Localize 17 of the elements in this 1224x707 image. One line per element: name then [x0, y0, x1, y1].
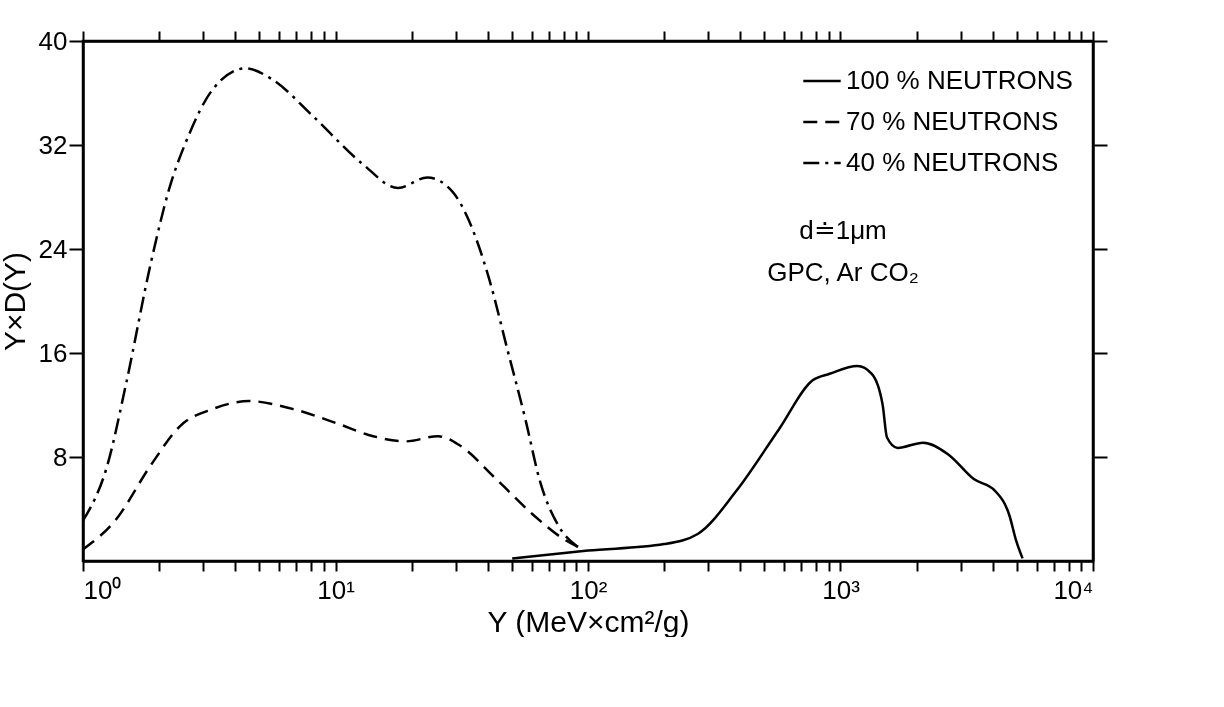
y-tick-label: 24 [38, 233, 68, 264]
y-tick-label: 16 [38, 337, 68, 368]
y-tick-label: 40 [38, 25, 68, 56]
annotation: d≐1μm [799, 215, 887, 245]
x-tick-label: 10² [569, 574, 608, 605]
annotation: GPC, Ar CO₂ [767, 257, 919, 287]
x-tick-label: 10⁴ [1053, 574, 1094, 605]
legend-label: 100 % NEUTRONS [846, 65, 1073, 95]
x-tick-label: 10⁰ [83, 574, 122, 605]
legend-label: 70 % NEUTRONS [846, 106, 1059, 136]
x-tick-label: 10¹ [317, 574, 356, 605]
y-tick-label: 8 [53, 441, 68, 472]
y-axis-title: Y×D(Y) [0, 251, 31, 352]
x-tick-label: 10³ [822, 574, 861, 605]
y-tick-label: 32 [38, 129, 68, 160]
legend-label: 40 % NEUTRONS [846, 147, 1059, 177]
x-axis-title: Y (MeV×cm²/g) [487, 604, 690, 638]
